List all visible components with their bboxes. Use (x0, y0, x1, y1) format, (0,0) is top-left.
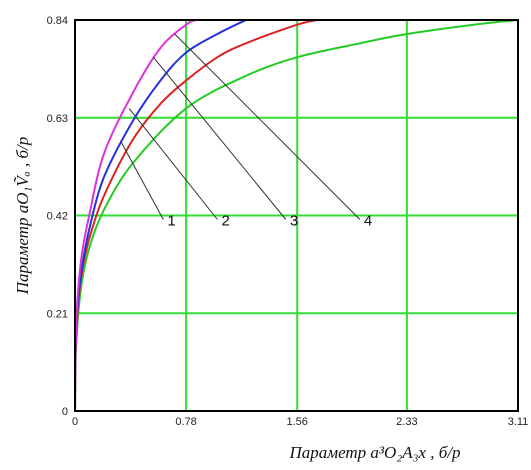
y-axis-label-group: Параметр aO₁Ṽₐ , б/р (13, 137, 32, 296)
curve-layer (74, 19, 519, 412)
x-tick-label: 2.33 (396, 416, 417, 428)
x-tick-label: 0.78 (175, 416, 196, 428)
x-tick-label: 0 (72, 416, 78, 428)
x-axis-label: Параметр a³O₂A₃x , б/р (288, 443, 460, 462)
callout-label: 4 (364, 213, 372, 230)
callout-leader (174, 33, 361, 220)
callout-label: 2 (221, 213, 229, 230)
y-tick-label: 0.21 (47, 308, 68, 320)
y-tick-label: 0.84 (47, 15, 68, 27)
callout-layer: 1 2 3 4 (120, 33, 372, 230)
series-line-4 (74, 19, 197, 412)
callout-leader (120, 140, 164, 220)
y-tick-label: 0 (62, 406, 68, 418)
x-tick-label: 3.11 (508, 416, 529, 428)
callout-label: 3 (290, 213, 298, 230)
plot-frame (74, 19, 519, 412)
x-tick-label: 1.56 (287, 416, 308, 428)
callout-leader (152, 56, 287, 220)
tick-layer: 0 0.78 1.56 2.33 3.11 0 0.21 0.42 0.63 0.84 (47, 15, 529, 428)
y-tick-label: 0.63 (47, 113, 68, 125)
y-axis-label: Параметр aO₁Ṽₐ , б/р (13, 137, 32, 296)
callout-label: 1 (167, 213, 175, 230)
y-tick-label: 0.42 (47, 211, 68, 223)
callout-leader (128, 108, 218, 220)
